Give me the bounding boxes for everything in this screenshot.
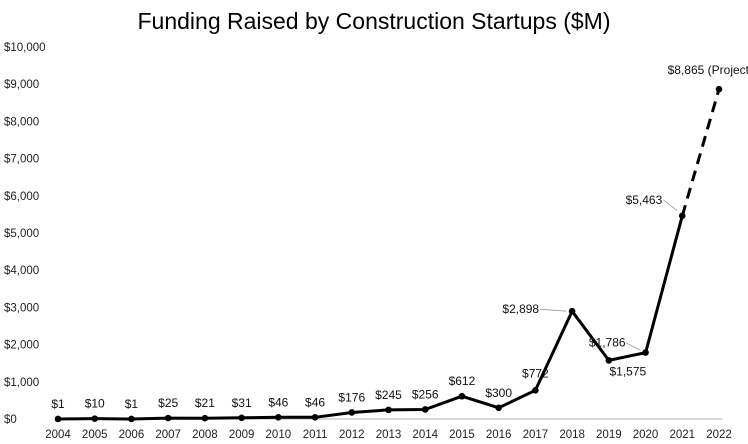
data-label: $25 [158,396,178,410]
x-tick-label: 2015 [449,429,475,441]
x-tick-label: 2020 [633,429,659,441]
x-tick-label: 2006 [119,429,145,441]
x-tick-label: 2010 [266,429,292,441]
data-label: $8,865 (Projected) [668,63,748,77]
data-label: $5,463 [626,193,663,207]
y-tick-label: $1,000 [4,377,39,389]
data-point [495,404,502,412]
x-tick-label: 2019 [596,429,622,441]
data-point [54,415,62,423]
data-point [385,406,392,414]
x-tick-label: 2022 [706,429,732,441]
x-tick-label: 2004 [45,429,71,441]
x-tick-label: 2014 [412,429,438,441]
x-tick-label: 2018 [559,429,585,441]
y-tick-label: $0 [4,414,17,426]
x-tick-label: 2008 [192,429,218,441]
data-label: $46 [268,395,288,409]
data-label: $300 [485,386,512,400]
data-label: $2,898 [502,302,539,316]
series-line-actual [56,214,684,421]
data-point [275,413,282,421]
x-tick-label: 2021 [669,429,695,441]
series-funding [54,85,723,423]
data-label: $10 [85,397,105,411]
y-tick-label: $2,000 [4,340,39,352]
data-point [311,413,319,421]
series-line-projected [680,88,721,217]
x-tick-label: 2017 [523,429,549,441]
x-tick-label: 2009 [229,429,255,441]
data-point [164,414,172,422]
y-axis: $0 $1,000 $2,000 $3,000 $4,000 $5,000 $6,000 $7… [4,42,46,426]
y-tick-label: $8,000 [4,116,39,128]
data-label: $245 [375,388,402,402]
data-point [605,357,613,364]
y-tick-label: $4,000 [4,265,39,277]
data-label: $772 [522,366,549,380]
y-tick-label: $7,000 [4,154,39,166]
data-label: $1,786 [589,336,626,350]
x-tick-label: 2016 [486,429,512,441]
data-label: $31 [232,396,252,410]
y-tick-label: $3,000 [4,302,39,314]
data-point [201,414,209,422]
data-label: $256 [412,387,439,401]
x-tick-label: 2007 [155,429,181,441]
x-tick-label: 2012 [339,429,365,441]
x-tick-label: 2011 [303,429,328,441]
data-point [458,392,466,400]
data-point [421,406,429,413]
data-label: $21 [195,396,215,410]
data-label: $46 [305,395,325,409]
data-point [568,307,576,315]
data-point [348,409,356,416]
data-point [91,415,99,422]
y-tick-label: $9,000 [4,79,39,91]
y-tick-label: $10,000 [4,42,46,54]
data-label: $176 [338,390,365,404]
data-point [715,85,723,93]
data-point [678,212,686,220]
data-point [128,415,135,423]
label-leader-line [540,308,567,312]
data-label: $612 [449,374,476,388]
data-label: $1 [51,397,65,411]
data-point [642,349,649,356]
data-point [238,414,245,422]
y-tick-label: $5,000 [4,228,39,240]
label-leader-line [663,199,678,212]
data-label: $1 [125,397,139,411]
data-point [532,386,539,394]
y-tick-label: $6,000 [4,191,39,203]
chart-title: Funding Raised by Construction Startups … [138,8,611,34]
x-axis: 2004 2005 2006 2007 2008 2009 2010 2011 2012 2013… [45,429,732,441]
data-labels: $1 $10 $1 $25 $21 $31 $46 $46 $176 $245 $256 $612 $3… [51,63,748,411]
x-tick-label: 2013 [376,429,402,441]
x-tick-label: 2005 [82,429,108,441]
data-label: $1,575 [609,364,646,378]
label-leader-line [625,342,641,351]
